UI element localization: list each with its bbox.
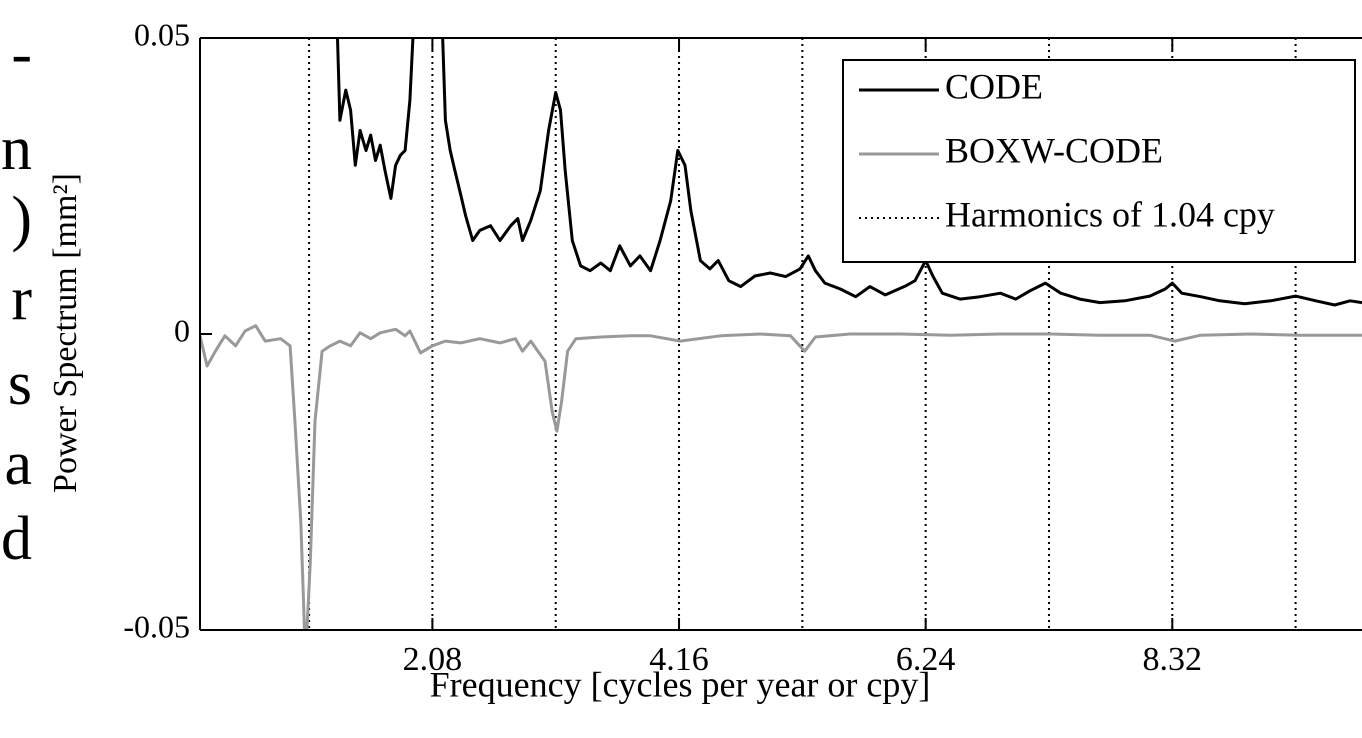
y-axis-label: Power Spectrum [mm²] bbox=[47, 173, 84, 493]
margin-text: d bbox=[1, 505, 32, 573]
x-axis-label: Frequency [cycles per year or cpy] bbox=[430, 664, 931, 704]
x-tick-label: 2.08 bbox=[403, 641, 463, 678]
legend-label: Harmonics of 1.04 cpy bbox=[945, 194, 1275, 234]
legend-box bbox=[842, 59, 1356, 263]
margin-text: - bbox=[11, 20, 32, 88]
legend-label: BOXW-CODE bbox=[945, 130, 1163, 170]
y-tick-label: 0 bbox=[174, 312, 190, 348]
x-tick-label: 6.24 bbox=[896, 641, 956, 678]
margin-text: n bbox=[1, 115, 32, 183]
margin-text: ) bbox=[11, 185, 32, 253]
legend-label: CODE bbox=[945, 66, 1043, 106]
y-tick-label: -0.05 bbox=[123, 608, 190, 644]
x-tick-label: 8.32 bbox=[1143, 641, 1203, 678]
series-line bbox=[335, 38, 1362, 307]
y-tick-label: 0.05 bbox=[134, 16, 190, 52]
margin-text: s bbox=[8, 350, 32, 418]
margin-text: a bbox=[4, 430, 32, 498]
plot-area bbox=[200, 38, 1362, 630]
series-line bbox=[200, 324, 1362, 630]
margin-text: r bbox=[11, 265, 32, 333]
x-tick-label: 4.16 bbox=[649, 641, 709, 678]
